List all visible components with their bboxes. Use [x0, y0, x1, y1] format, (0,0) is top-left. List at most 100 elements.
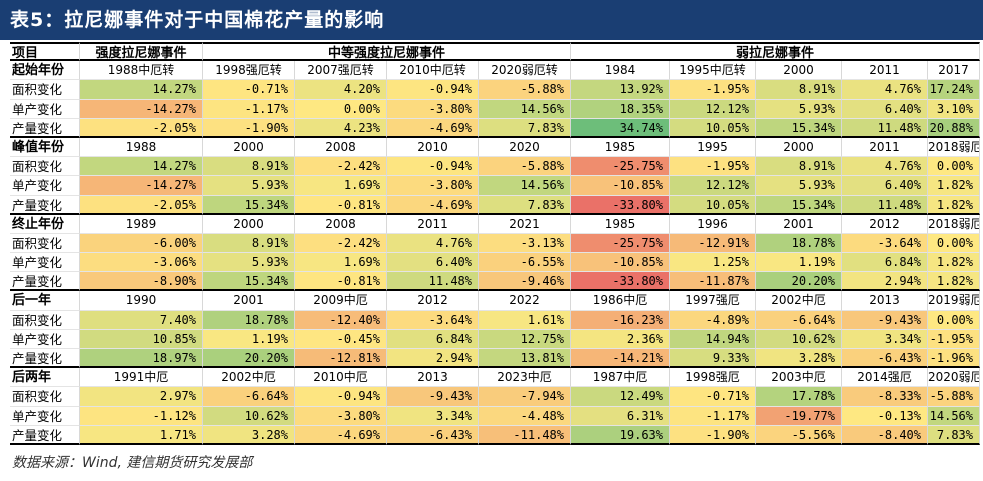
year-cell: 1987中厄 [571, 368, 670, 388]
value-cell: -4.69% [387, 195, 479, 215]
value-cell: 2.97% [80, 387, 203, 407]
value-cell: -5.88% [928, 387, 980, 407]
value-cell: 14.56% [479, 99, 571, 119]
value-cell: -6.55% [479, 253, 571, 273]
value-cell: 7.83% [479, 118, 571, 138]
year-cell: 1990 [80, 291, 203, 311]
value-cell: 3.28% [756, 349, 842, 369]
header-group: 弱拉尼娜事件 [571, 42, 980, 62]
value-cell: -8.90% [80, 272, 203, 292]
year-cell: 1998强厄 [670, 368, 756, 388]
value-cell: -25.75% [571, 157, 670, 177]
value-cell: -9.43% [387, 387, 479, 407]
value-cell: -12.40% [295, 310, 387, 330]
value-cell: 1.82% [928, 253, 980, 273]
value-cell: -6.64% [756, 310, 842, 330]
value-cell: 11.48% [842, 118, 928, 138]
value-cell: -0.45% [295, 329, 387, 349]
value-cell: -2.05% [80, 118, 203, 138]
year-cell: 2018弱厄 [928, 137, 980, 158]
value-cell: -12.91% [670, 233, 756, 254]
year-cell: 2020 [479, 137, 571, 158]
value-cell: -3.80% [387, 99, 479, 119]
value-cell: -14.27% [80, 176, 203, 196]
year-cell: 2020弱厄转 [479, 61, 571, 81]
value-cell: -6.00% [80, 233, 203, 254]
value-cell: 18.35% [571, 99, 670, 119]
value-cell: 6.31% [571, 406, 670, 426]
year-cell: 2023中厄 [479, 368, 571, 388]
value-cell: 15.34% [756, 118, 842, 138]
value-cell: 8.91% [203, 233, 295, 254]
row-label: 面积变化 [10, 387, 80, 407]
value-cell: -0.94% [295, 387, 387, 407]
year-cell: 2020弱厄 [928, 368, 980, 388]
year-cell: 2012 [387, 291, 479, 311]
year-cell: 1995 [670, 137, 756, 158]
value-cell: 12.12% [670, 176, 756, 196]
year-cell: 1988中厄转 [80, 61, 203, 81]
value-cell: 12.12% [670, 99, 756, 119]
value-cell: 20.20% [203, 349, 295, 369]
year-cell: 1985 [571, 137, 670, 158]
year-cell: 2002中厄 [756, 291, 842, 311]
year-cell: 2003中厄 [756, 368, 842, 388]
value-cell: 0.00% [928, 233, 980, 254]
value-cell: 2.36% [571, 329, 670, 349]
value-cell: 14.27% [80, 157, 203, 177]
value-cell: 10.62% [756, 329, 842, 349]
value-cell: -1.12% [80, 406, 203, 426]
value-cell: 1.82% [928, 195, 980, 215]
value-cell: -3.64% [387, 310, 479, 330]
value-cell: -0.71% [203, 80, 295, 100]
year-cell: 2000 [756, 61, 842, 81]
value-cell: 1.69% [295, 253, 387, 273]
value-cell: 0.00% [928, 310, 980, 330]
value-cell: -3.80% [295, 406, 387, 426]
year-cell: 1988 [80, 137, 203, 158]
value-cell: 2.94% [387, 349, 479, 369]
value-cell: 11.48% [387, 272, 479, 292]
value-cell: 1.71% [80, 425, 203, 445]
value-cell: -0.94% [387, 157, 479, 177]
year-cell: 2013 [387, 368, 479, 388]
value-cell: -2.42% [295, 233, 387, 254]
year-cell: 2001 [756, 214, 842, 234]
value-cell: 8.91% [203, 157, 295, 177]
header-group: 强度拉尼娜事件 [80, 42, 203, 62]
year-cell: 2010中厄 [295, 368, 387, 388]
value-cell: -5.88% [479, 80, 571, 100]
value-cell: 13.92% [571, 80, 670, 100]
value-cell: -1.17% [203, 99, 295, 119]
value-cell: -33.80% [571, 272, 670, 292]
value-cell: -0.71% [670, 387, 756, 407]
value-cell: -4.69% [295, 425, 387, 445]
value-cell: 1.69% [295, 176, 387, 196]
value-cell: -9.46% [479, 272, 571, 292]
value-cell: 3.34% [387, 406, 479, 426]
value-cell: -19.77% [756, 406, 842, 426]
value-cell: 4.20% [295, 80, 387, 100]
value-cell: 6.40% [842, 176, 928, 196]
value-cell: 3.10% [928, 99, 980, 119]
year-cell: 1985 [571, 214, 670, 234]
value-cell: 6.84% [387, 329, 479, 349]
value-cell: -4.48% [479, 406, 571, 426]
value-cell: -1.95% [928, 329, 980, 349]
value-cell: -1.90% [670, 425, 756, 445]
value-cell: 5.93% [203, 176, 295, 196]
value-cell: -0.94% [387, 80, 479, 100]
row-label: 面积变化 [10, 80, 80, 100]
year-cell: 2017 [928, 61, 980, 81]
value-cell: -3.80% [387, 176, 479, 196]
value-cell: -6.64% [203, 387, 295, 407]
value-cell: -1.95% [670, 157, 756, 177]
year-cell: 1984 [571, 61, 670, 81]
year-cell: 2001 [203, 291, 295, 311]
value-cell: -10.85% [571, 253, 670, 273]
row-label: 面积变化 [10, 157, 80, 177]
year-cell: 2018弱厄 [928, 214, 980, 234]
value-cell: 4.76% [842, 157, 928, 177]
section-label: 峰值年份 [10, 137, 80, 158]
value-cell: -1.95% [670, 80, 756, 100]
